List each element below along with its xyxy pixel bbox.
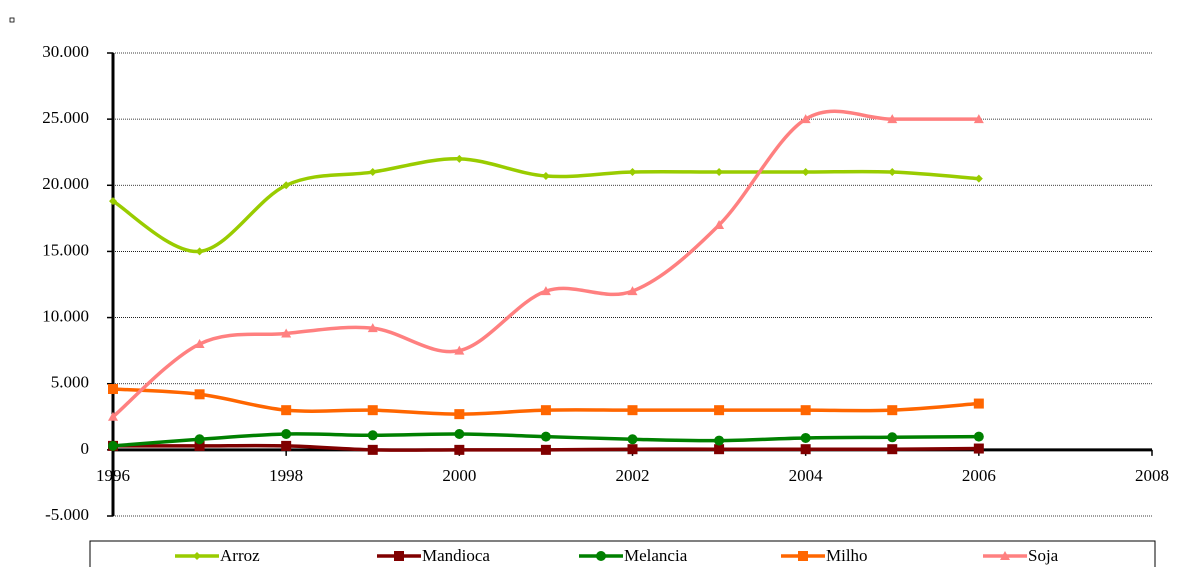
legend-label: Arroz xyxy=(220,546,260,565)
point xyxy=(108,440,118,451)
point xyxy=(281,405,292,416)
y-tick-label: 10.000 xyxy=(42,306,89,325)
point xyxy=(800,114,811,124)
y-tick-label: 20.000 xyxy=(42,174,89,193)
point xyxy=(714,405,725,416)
x-tick-label: 1998 xyxy=(269,466,303,485)
legend-label: Milho xyxy=(826,546,868,565)
y-tick-label: 25.000 xyxy=(42,108,89,127)
x-tick-label: 2004 xyxy=(789,466,824,485)
point xyxy=(628,168,637,177)
point xyxy=(887,405,898,416)
point xyxy=(973,443,984,454)
legend-marker xyxy=(193,552,201,560)
x-tick-label: 2000 xyxy=(442,466,476,485)
point xyxy=(368,168,377,177)
point xyxy=(800,444,811,455)
point xyxy=(974,174,983,183)
legend-marker xyxy=(798,551,808,561)
point xyxy=(281,428,292,439)
y-tick-label: 0 xyxy=(81,439,90,458)
point xyxy=(800,405,811,416)
point xyxy=(454,444,465,455)
point xyxy=(887,114,898,124)
point xyxy=(800,432,811,443)
legend-marker xyxy=(394,551,404,561)
x-tick-label: 1996 xyxy=(96,466,130,485)
point xyxy=(109,197,117,206)
point xyxy=(715,168,724,177)
point xyxy=(801,168,810,177)
point xyxy=(454,345,465,355)
point xyxy=(195,247,204,256)
y-tick-label: 5.000 xyxy=(51,373,89,392)
point xyxy=(540,431,551,442)
point xyxy=(973,431,984,442)
point xyxy=(194,339,205,349)
legend-label: Mandioca xyxy=(422,546,490,565)
point xyxy=(367,430,378,441)
x-tick-label: 2006 xyxy=(962,466,996,485)
y-tick-label: 30.000 xyxy=(42,42,89,61)
point xyxy=(540,286,551,296)
point xyxy=(714,435,725,446)
x-tick-label: 2002 xyxy=(616,466,650,485)
point xyxy=(887,444,898,455)
point xyxy=(973,398,984,409)
point xyxy=(281,440,292,451)
point xyxy=(627,286,638,296)
legend-box xyxy=(89,540,1156,567)
legend-label: Soja xyxy=(1028,546,1059,565)
legend-marker xyxy=(1000,551,1010,560)
point xyxy=(108,384,118,395)
point xyxy=(454,409,465,420)
point xyxy=(194,389,205,400)
point xyxy=(627,405,638,416)
point xyxy=(540,405,551,416)
point xyxy=(194,434,205,445)
point xyxy=(194,440,205,451)
point xyxy=(108,411,118,421)
point xyxy=(454,428,465,439)
point xyxy=(282,181,291,190)
point xyxy=(888,168,897,177)
point xyxy=(281,328,292,338)
series-line xyxy=(111,109,979,419)
point xyxy=(541,172,550,181)
point xyxy=(455,154,464,163)
legend-marker xyxy=(596,551,606,561)
point xyxy=(627,434,638,445)
point xyxy=(714,219,725,229)
corner-handle xyxy=(9,17,15,23)
legend-label: Melancia xyxy=(624,546,688,565)
point xyxy=(367,444,378,455)
point xyxy=(714,444,725,455)
point xyxy=(973,114,984,124)
point xyxy=(367,405,378,416)
point xyxy=(540,444,551,455)
y-tick-label: 15.000 xyxy=(42,240,89,259)
point xyxy=(887,432,898,443)
point xyxy=(627,444,638,455)
point xyxy=(367,323,378,333)
y-tick-label: -5.000 xyxy=(45,505,89,524)
x-tick-label: 2008 xyxy=(1135,466,1169,485)
